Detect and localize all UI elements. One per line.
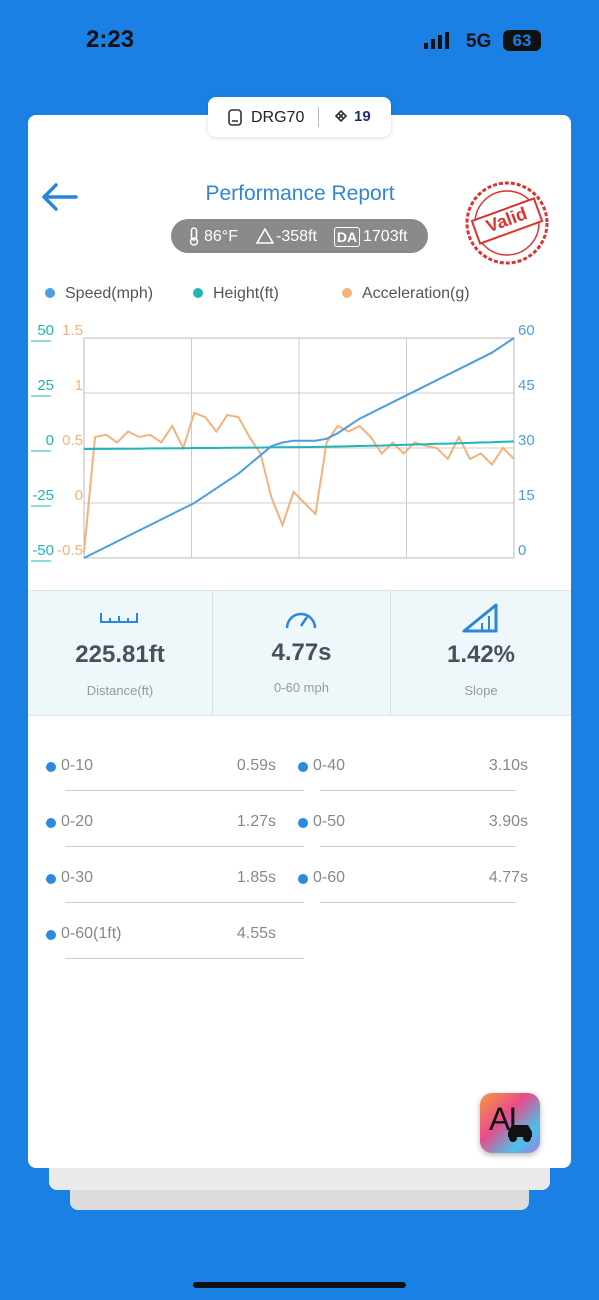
split-value: 0.59s: [236, 757, 276, 774]
bullet: [298, 762, 308, 772]
slope-icon: [462, 603, 498, 633]
legend-marker: [342, 288, 352, 298]
y-tick-label: 30: [518, 432, 535, 449]
stat-label: Distance(ft): [86, 683, 154, 698]
split-value: 4.77s: [488, 869, 528, 886]
satellite-count: 19: [354, 108, 371, 125]
y-tick-label: 50: [37, 322, 54, 339]
density-altitude: 1703ft: [363, 228, 408, 245]
divider: [318, 107, 319, 127]
split-label: 0-20: [61, 813, 94, 830]
y-tick-label: 0.5: [62, 432, 83, 449]
split-label: 0-40: [313, 757, 346, 774]
valid-stamp: Valid: [465, 181, 549, 265]
y-tick-label: -0.5: [57, 542, 83, 559]
split-label: 0-60: [313, 869, 346, 886]
stat-label: Slope: [464, 683, 498, 698]
y-tick-label: 0: [518, 542, 526, 559]
series-line: [83, 411, 515, 553]
series-line: [83, 337, 515, 559]
legend-label: Acceleration(g): [362, 285, 470, 302]
page-title: Performance Report: [205, 182, 395, 205]
car-icon: [508, 1125, 532, 1142]
divider: [65, 958, 304, 959]
thermometer-icon: [189, 227, 199, 246]
back-button[interactable]: [40, 182, 80, 212]
y-tick-label: 0: [46, 432, 54, 449]
split-value: 3.10s: [488, 757, 528, 774]
conditions-pill: 86°F -358ft DA 1703ft: [171, 219, 428, 253]
bullet: [46, 762, 56, 772]
stat-label: 0-60 mph: [274, 680, 329, 695]
divider: [320, 790, 516, 791]
bullet: [298, 874, 308, 884]
split-row: 0-50 3.90s: [298, 813, 528, 847]
battery: 63: [503, 30, 541, 51]
split-row: 0-10 0.59s: [46, 757, 304, 791]
split-value: 4.55s: [236, 925, 276, 942]
legend-label: Speed(mph): [65, 285, 153, 302]
chart: Speed(mph) Height(ft) Acceleration(g) 0 15 30…: [31, 285, 535, 562]
satellite-icon: [334, 109, 348, 123]
y-tick-label: 15: [518, 487, 535, 504]
gauge-icon: [285, 612, 317, 629]
split-row: 0-30 1.85s: [46, 869, 304, 903]
stat-value: 4.77s: [271, 639, 332, 666]
divider: [320, 902, 516, 903]
y-tick-label: 1.5: [62, 322, 83, 339]
y-tick-label: -50: [32, 542, 54, 559]
split-value: 3.90s: [488, 813, 528, 830]
divider: [65, 846, 304, 847]
legend-marker: [193, 288, 203, 298]
series-line: [83, 440, 515, 451]
y-tick-label: 0: [75, 487, 83, 504]
signal-icon: [424, 32, 449, 49]
ruler-icon: [100, 613, 138, 623]
y-tick-label: 25: [37, 377, 54, 394]
split-row: 0-20 1.27s: [46, 813, 304, 847]
divider: [320, 846, 516, 847]
split-value: 1.85s: [236, 869, 276, 886]
stats-panel: 225.81ft Distance(ft) 4.77s 0-60 mph 1.4…: [28, 590, 571, 716]
split-label: 0-60(1ft): [61, 925, 122, 942]
stat-time: 4.77s 0-60 mph: [213, 591, 391, 715]
split-value: 1.27s: [236, 813, 276, 830]
stat-slope: 1.42% Slope: [391, 591, 571, 715]
y-tick-label: 45: [518, 377, 535, 394]
y-tick-label: -25: [32, 487, 54, 504]
split-row: 0-40 3.10s: [298, 757, 528, 791]
stat-distance: 225.81ft Distance(ft): [28, 591, 213, 715]
status-time: 2:23: [86, 26, 135, 53]
stat-value: 225.81ft: [75, 641, 165, 668]
altitude: -358ft: [276, 228, 317, 245]
split-row: 0-60 4.77s: [298, 869, 528, 903]
ai-button[interactable]: AI: [480, 1093, 540, 1153]
temperature: 86°F: [204, 228, 238, 245]
bullet: [46, 818, 56, 828]
y-tick-label: 1: [75, 377, 83, 394]
device-pill[interactable]: DRG70 19: [208, 97, 391, 137]
da-label: DA: [334, 227, 360, 247]
split-row: 0-60(1ft) 4.55s: [46, 925, 304, 959]
device-name: DRG70: [251, 109, 305, 126]
split-label: 0-30: [61, 869, 94, 886]
stat-value: 1.42%: [446, 641, 516, 668]
home-indicator: [193, 1282, 406, 1288]
legend-label: Height(ft): [213, 285, 279, 302]
bullet: [46, 874, 56, 884]
network: 5G: [466, 31, 492, 52]
y-tick-label: 60: [518, 322, 535, 339]
divider: [65, 902, 304, 903]
device-icon: [228, 109, 242, 126]
bullet: [298, 818, 308, 828]
plot-frame: [83, 337, 515, 559]
split-label: 0-10: [61, 757, 94, 774]
bullet: [46, 930, 56, 940]
legend-marker: [45, 288, 55, 298]
split-label: 0-50: [313, 813, 346, 830]
divider: [65, 790, 304, 791]
altitude-icon: [256, 228, 274, 244]
